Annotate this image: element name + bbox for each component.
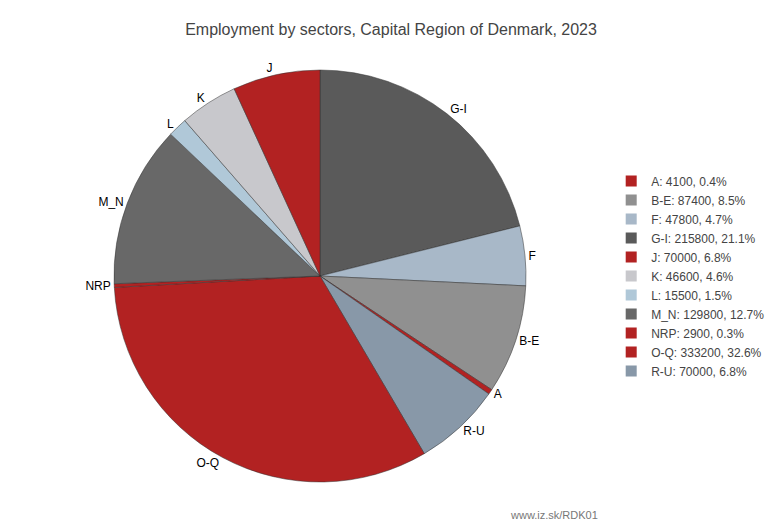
svg-text:A: A <box>494 387 502 401</box>
svg-text:R-U: 70000, 6.8%: R-U: 70000, 6.8% <box>651 365 747 379</box>
svg-text:F: 47800, 4.7%: F: 47800, 4.7% <box>651 213 733 227</box>
svg-text:L: L <box>167 117 174 131</box>
svg-text:www.iz.sk/RDK01: www.iz.sk/RDK01 <box>510 509 598 521</box>
svg-text:K: 46600, 4.6%: K: 46600, 4.6% <box>651 270 733 284</box>
svg-text:Employment by sectors, Capital: Employment by sectors, Capital Region of… <box>185 21 597 38</box>
svg-text:J: J <box>267 61 273 75</box>
svg-text:L: 15500, 1.5%: L: 15500, 1.5% <box>651 289 732 303</box>
svg-text:K: K <box>197 91 205 105</box>
svg-text:J: 70000, 6.8%: J: 70000, 6.8% <box>651 251 731 265</box>
svg-text:O-Q: 333200, 32.6%: O-Q: 333200, 32.6% <box>651 346 761 360</box>
svg-text:A: 4100, 0.4%: A: 4100, 0.4% <box>651 175 727 189</box>
svg-text:M_N: M_N <box>98 195 123 209</box>
svg-text:M_N: 129800, 12.7%: M_N: 129800, 12.7% <box>651 308 764 322</box>
svg-text:B-E: B-E <box>519 334 539 348</box>
svg-text:B-E: 87400, 8.5%: B-E: 87400, 8.5% <box>651 194 745 208</box>
svg-text:NRP: 2900, 0.3%: NRP: 2900, 0.3% <box>651 327 744 341</box>
svg-text:G-I: 215800, 21.1%: G-I: 215800, 21.1% <box>651 232 755 246</box>
svg-text:F: F <box>528 249 535 263</box>
svg-text:G-I: G-I <box>450 102 467 116</box>
svg-text:NRP: NRP <box>85 279 110 293</box>
svg-text:R-U: R-U <box>463 424 484 438</box>
svg-text:O-Q: O-Q <box>196 456 219 470</box>
